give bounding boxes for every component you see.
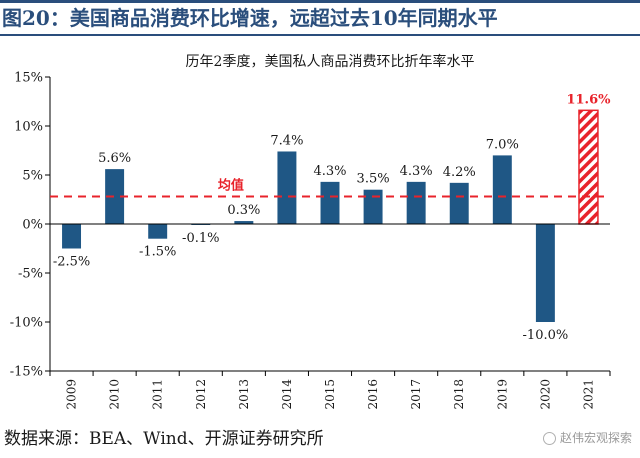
y-tick-label: -15%	[10, 365, 43, 380]
wechat-icon	[542, 431, 556, 445]
average-line-label: 均值	[218, 178, 244, 194]
y-tick-label: 15%	[14, 71, 43, 86]
x-tick-label-2013: 2013	[237, 379, 251, 410]
value-label-2020: -10.0%	[523, 328, 569, 343]
value-label-2019: 7.0%	[486, 137, 519, 152]
value-label-2009: -2.5%	[53, 255, 90, 270]
value-label-2010: 5.6%	[98, 151, 131, 166]
bar-chart: 历年2季度，美国私人商品消费环比折年率水平 -2.5% 5.6% -1.5% -0.1…	[10, 53, 611, 410]
bar-2013	[234, 221, 254, 224]
y-tick-label: 10%	[14, 120, 43, 135]
y-tick-label: 0%	[22, 218, 43, 233]
watermark: 赵伟宏观探索	[542, 430, 632, 446]
bar-2011	[148, 224, 168, 239]
y-axis: 15% 10% 5% 0% -5% -10% -15%	[10, 71, 51, 380]
y-tick-label: 5%	[22, 169, 43, 184]
x-tick-label-2018: 2018	[452, 379, 466, 410]
value-labels-group: -2.5% 5.6% -1.5% -0.1% 0.3% 7.4% 4.3% 3.5% 4.3% 4…	[53, 92, 611, 343]
x-tick-label-2016: 2016	[366, 379, 380, 410]
bar-2017	[406, 181, 426, 224]
x-axis: 2009 2010 2011 2012 2013 2014 2015 2016 2017 2018…	[49, 223, 611, 410]
x-tick-label-2015: 2015	[323, 379, 337, 410]
x-tick-label-2011: 2011	[151, 379, 165, 410]
bar-2018	[449, 182, 469, 224]
x-tick-label-2021: 2021	[581, 379, 595, 410]
x-tick-label-2012: 2012	[194, 379, 208, 410]
bar-2009	[62, 224, 82, 249]
figure-title: 图20：美国商品消费环比增速，远超过去10年同期水平	[0, 0, 640, 36]
value-label-2021: 11.6%	[566, 92, 611, 107]
y-tick-label: -10%	[10, 316, 43, 331]
bar-2015	[320, 181, 340, 224]
value-label-2013: 0.3%	[227, 203, 260, 218]
chart-title: 历年2季度，美国私人商品消费环比折年率水平	[186, 53, 475, 70]
x-tick-label-2017: 2017	[409, 379, 423, 410]
bar-2020	[535, 224, 555, 322]
value-label-2018: 4.2%	[443, 165, 476, 180]
value-label-2011: -1.5%	[139, 245, 176, 260]
x-tick-label-2020: 2020	[538, 379, 552, 410]
average-line-group: 均值	[50, 178, 610, 198]
bar-2021	[578, 109, 599, 225]
bar-2014	[277, 151, 297, 224]
source-note: 数据来源：BEA、Wind、开源证券研究所	[4, 429, 324, 449]
x-tick-label-2010: 2010	[108, 379, 122, 410]
watermark-text: 赵伟宏观探索	[559, 431, 632, 445]
bars-group	[62, 109, 599, 322]
x-tick-label-2019: 2019	[495, 379, 509, 410]
value-label-2012: -0.1%	[182, 231, 219, 246]
value-label-2017: 4.3%	[400, 164, 433, 179]
bar-2010	[105, 169, 125, 224]
bar-2016	[363, 189, 383, 224]
value-label-2014: 7.4%	[270, 133, 303, 148]
x-tick-label-2009: 2009	[65, 379, 79, 410]
value-label-2015: 4.3%	[313, 164, 346, 179]
y-tick-label: -5%	[18, 267, 43, 282]
bar-2019	[492, 155, 512, 224]
x-tick-label-2014: 2014	[280, 379, 294, 410]
value-label-2016: 3.5%	[357, 172, 390, 187]
